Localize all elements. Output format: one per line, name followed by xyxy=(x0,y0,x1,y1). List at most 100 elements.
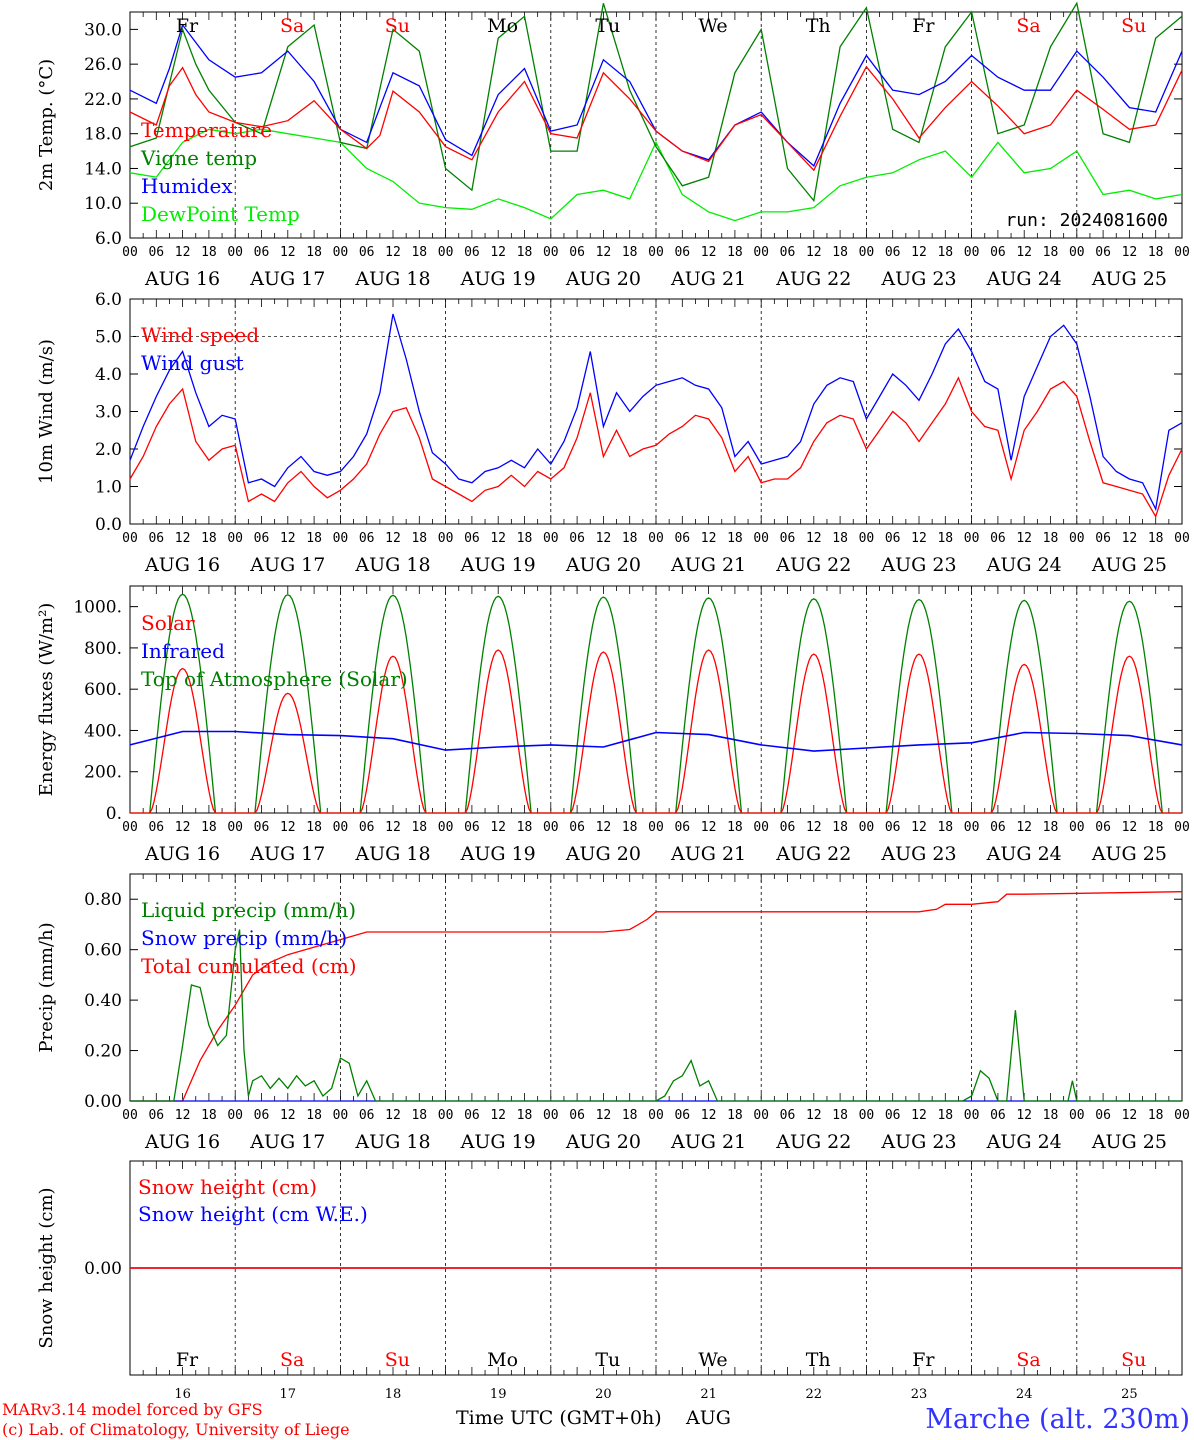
y-tick-label: 3.0 xyxy=(95,403,122,423)
hour-tick-label: 12 xyxy=(1016,245,1032,260)
date-label: AUG 24 xyxy=(986,554,1062,576)
date-label: AUG 18 xyxy=(354,843,430,865)
hour-tick-label: 06 xyxy=(148,531,164,546)
hour-tick-label: 12 xyxy=(701,531,717,546)
hour-tick-label: 12 xyxy=(385,1108,401,1123)
hour-tick-label: 12 xyxy=(1122,245,1138,260)
y-tick-label: 0.00 xyxy=(84,1092,122,1112)
date-label: AUG 22 xyxy=(775,554,851,576)
hour-tick-label: 00 xyxy=(1069,1108,1085,1123)
y-axis-label: Snow height (cm) xyxy=(36,1187,57,1348)
day-of-week-label: Th xyxy=(806,15,831,37)
day-number-label: 21 xyxy=(700,1387,717,1402)
hour-tick-label: 12 xyxy=(806,1108,822,1123)
run-label: run: 2024081600 xyxy=(1005,210,1168,231)
hour-tick-label: 06 xyxy=(990,820,1006,835)
hour-tick-label: 06 xyxy=(1095,820,1111,835)
hour-tick-label: 12 xyxy=(1016,1108,1032,1123)
hour-tick-label: 06 xyxy=(885,531,901,546)
hour-tick-label: 18 xyxy=(622,1108,638,1123)
day-number-label: 18 xyxy=(385,1387,402,1402)
infrared-line xyxy=(129,730,1183,752)
date-label: AUG 23 xyxy=(880,1131,956,1153)
date-label: AUG 18 xyxy=(354,268,430,290)
y-tick-label: 18.0 xyxy=(84,125,122,145)
day-of-week-label: Su xyxy=(1121,1349,1146,1371)
date-label: AUG 17 xyxy=(249,554,325,576)
legend-entry: Wind speed xyxy=(141,323,259,347)
hour-tick-label: 00 xyxy=(859,245,875,260)
hour-tick-label: 00 xyxy=(122,1108,138,1123)
hour-tick-label: 06 xyxy=(569,820,585,835)
date-label: AUG 16 xyxy=(144,1131,220,1153)
hour-tick-label: 18 xyxy=(832,1108,848,1123)
date-label: AUG 16 xyxy=(144,554,220,576)
y-tick-label: 30.0 xyxy=(84,20,122,40)
date-label: AUG 17 xyxy=(249,843,325,865)
hour-tick-label: 12 xyxy=(490,820,506,835)
hour-tick-label: 12 xyxy=(911,531,927,546)
hour-tick-label: 18 xyxy=(517,531,533,546)
hour-tick-label: 00 xyxy=(1069,245,1085,260)
day-of-week-label: Su xyxy=(385,1349,410,1371)
hour-tick-label: 12 xyxy=(911,820,927,835)
hour-tick-label: 06 xyxy=(1095,531,1111,546)
y-tick-label: 10.0 xyxy=(84,194,122,214)
y-tick-label: 0.0 xyxy=(95,515,122,535)
hour-tick-label: 00 xyxy=(964,245,980,260)
hour-tick-label: 18 xyxy=(411,531,427,546)
day-of-week-label: Fr xyxy=(912,15,935,37)
day-of-week-label: Su xyxy=(1121,15,1146,37)
hour-tick-label: 00 xyxy=(1069,820,1085,835)
date-label: AUG 19 xyxy=(460,268,536,290)
y-tick-label: 200. xyxy=(84,763,122,783)
hour-tick-label: 00 xyxy=(753,531,769,546)
hour-tick-label: 12 xyxy=(385,245,401,260)
hour-tick-label: 18 xyxy=(622,531,638,546)
hour-tick-label: 06 xyxy=(254,531,270,546)
hour-tick-label: 06 xyxy=(569,1108,585,1123)
hour-tick-label: 06 xyxy=(674,245,690,260)
legend-entry: Humidex xyxy=(141,174,233,198)
hour-tick-label: 06 xyxy=(359,531,375,546)
y-axis-label: Precip (mm/h) xyxy=(36,922,57,1052)
hour-tick-label: 18 xyxy=(727,1108,743,1123)
date-label: AUG 20 xyxy=(565,554,641,576)
hour-tick-label: 18 xyxy=(727,820,743,835)
legend-entry: Infrared xyxy=(141,639,225,663)
hour-tick-label: 06 xyxy=(464,820,480,835)
hour-tick-label: 12 xyxy=(385,531,401,546)
date-label: AUG 22 xyxy=(775,268,851,290)
y-tick-label: 2.0 xyxy=(95,440,122,460)
date-label: AUG 24 xyxy=(986,843,1062,865)
y-tick-label: 5.0 xyxy=(95,328,122,348)
day-number-label: 20 xyxy=(595,1387,612,1402)
hour-tick-label: 18 xyxy=(1148,531,1164,546)
hour-tick-label: 00 xyxy=(543,245,559,260)
date-label: AUG 21 xyxy=(670,554,746,576)
hour-tick-label: 18 xyxy=(517,1108,533,1123)
date-label: AUG 18 xyxy=(354,554,430,576)
hour-tick-label: 18 xyxy=(832,245,848,260)
legend-entry: Vigne temp xyxy=(140,146,257,170)
hour-tick-label: 18 xyxy=(832,820,848,835)
hour-tick-label: 18 xyxy=(937,531,953,546)
hour-tick-label: 00 xyxy=(753,1108,769,1123)
y-tick-label: 600. xyxy=(84,680,122,700)
day-of-week-label: Fr xyxy=(912,1349,935,1371)
hour-tick-label: 18 xyxy=(832,531,848,546)
hour-tick-label: 18 xyxy=(937,245,953,260)
hour-tick-label: 12 xyxy=(490,1108,506,1123)
hour-tick-label: 00 xyxy=(227,1108,243,1123)
hour-tick-label: 06 xyxy=(990,531,1006,546)
hour-tick-label: 12 xyxy=(175,1108,191,1123)
day-number-label: 24 xyxy=(1016,1387,1033,1402)
hour-tick-label: 18 xyxy=(937,820,953,835)
date-label: AUG 23 xyxy=(880,843,956,865)
hour-tick-label: 06 xyxy=(254,1108,270,1123)
y-tick-label: 6.0 xyxy=(95,290,122,310)
model-credit: MARv3.14 model forced by GFS xyxy=(2,1400,263,1419)
hour-tick-label: 06 xyxy=(780,1108,796,1123)
hour-tick-label: 06 xyxy=(990,1108,1006,1123)
